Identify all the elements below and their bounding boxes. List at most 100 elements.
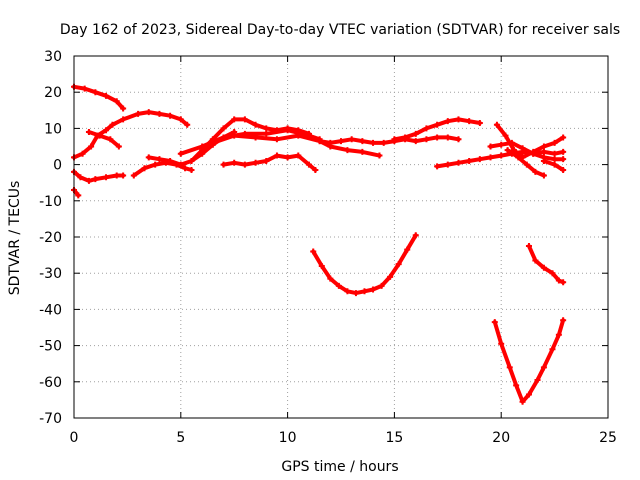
data-point (241, 116, 248, 123)
data-point (188, 157, 195, 164)
data-point (167, 112, 174, 119)
data-point (103, 174, 110, 181)
data-point (530, 148, 537, 155)
data-point (338, 138, 344, 145)
data-point (370, 286, 377, 293)
data-point (152, 161, 159, 168)
x-tick-label: 25 (599, 430, 617, 446)
x-tick-label: 10 (279, 430, 297, 446)
data-point (156, 110, 163, 117)
data-point (231, 159, 238, 166)
x-tick-label: 0 (70, 430, 79, 446)
data-point (487, 154, 494, 161)
data-point (263, 130, 270, 137)
data-point (498, 152, 505, 159)
data-point (109, 121, 116, 128)
data-point (177, 150, 184, 157)
x-axis-label: GPS time / hours (281, 459, 398, 475)
data-point (344, 288, 351, 295)
data-point (476, 119, 483, 126)
data-point (209, 139, 216, 146)
data-point (532, 168, 539, 175)
data-point (85, 177, 92, 184)
data-point (549, 346, 556, 353)
data-point (493, 121, 500, 128)
data-point (295, 132, 302, 139)
data-point (284, 154, 291, 161)
data-point (92, 176, 99, 183)
y-tick-label: -60 (39, 375, 62, 391)
data-point (444, 134, 451, 141)
data-point (525, 243, 532, 250)
data-point (77, 174, 84, 181)
y-axis-label: SDTVAR / TECUs (7, 181, 23, 296)
data-point (532, 257, 539, 264)
data-point (115, 143, 122, 150)
data-point (92, 89, 99, 96)
data-point (167, 157, 174, 164)
data-point (412, 232, 419, 239)
data-point (120, 105, 127, 112)
data-point (540, 143, 547, 150)
data-point (156, 156, 163, 163)
data-point (540, 172, 547, 179)
data-point (231, 116, 238, 123)
data-point (525, 391, 532, 398)
data-point (549, 270, 556, 277)
data-point (141, 165, 148, 172)
data-point (145, 154, 152, 161)
data-point (327, 275, 334, 282)
data-point (534, 376, 541, 383)
data-point (540, 148, 547, 155)
data-point (551, 150, 558, 157)
data-point (120, 116, 127, 123)
data-point (335, 282, 342, 289)
data-point (107, 136, 114, 143)
data-point (391, 136, 398, 143)
data-point (455, 136, 462, 143)
data-point (380, 139, 387, 146)
data-point (352, 290, 359, 297)
data-point (387, 273, 394, 280)
series-pass-2 (87, 130, 121, 149)
data-point (370, 139, 377, 146)
data-point (560, 167, 567, 174)
data-point (79, 150, 86, 157)
data-point (113, 172, 120, 179)
chart-title: Day 162 of 2023, Sidereal Day-to-day VTE… (60, 22, 620, 38)
data-point (312, 167, 319, 174)
data-point (113, 98, 120, 105)
data-point (551, 139, 558, 146)
y-tick-label: -50 (39, 339, 62, 355)
data-point (555, 331, 562, 338)
y-tick-label: 30 (44, 49, 62, 65)
series-pass-21 (527, 244, 566, 285)
data-point (188, 167, 195, 174)
x-tick-label: 5 (176, 430, 185, 446)
data-point (103, 92, 110, 99)
data-point (252, 134, 259, 141)
series-pass-20 (492, 318, 566, 404)
data-point (252, 121, 259, 128)
data-point (540, 157, 547, 164)
data-point (551, 156, 558, 163)
data-point (498, 340, 505, 347)
data-point (359, 148, 366, 155)
data-point (120, 172, 127, 179)
grid-lines (74, 56, 608, 418)
data-point (361, 288, 368, 295)
data-point (348, 136, 355, 143)
data-point (412, 130, 419, 137)
data-point (555, 277, 562, 284)
data-point (444, 161, 451, 168)
x-tick-labels: 0 5 10 15 20 25 (70, 430, 617, 446)
data-point (177, 161, 184, 168)
data-point (466, 118, 473, 125)
data-point (359, 138, 366, 145)
data-point (560, 317, 567, 324)
data-point (103, 127, 110, 134)
y-tick-label: -40 (39, 302, 62, 318)
data-point (402, 134, 409, 141)
y-tick-label: 10 (44, 121, 62, 137)
data-point (560, 134, 567, 141)
